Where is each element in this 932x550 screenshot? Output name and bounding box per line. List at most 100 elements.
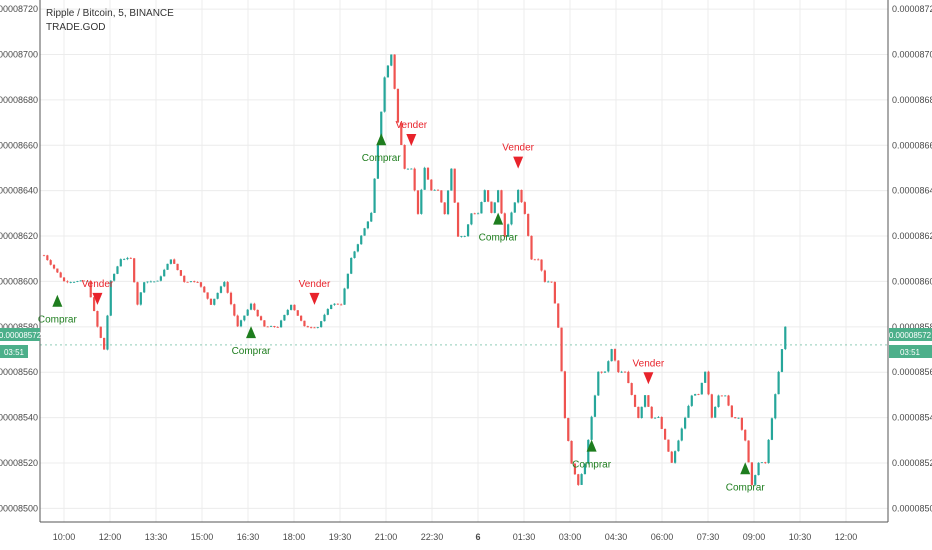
sell-signal-icon — [643, 372, 654, 385]
candle-body — [690, 395, 693, 406]
price-badge-right: 0.00008572 03:51 — [889, 328, 932, 358]
candle-body — [507, 224, 510, 237]
y-tick-label-right: 0.00008540 — [892, 413, 932, 423]
candle-body — [139, 292, 142, 305]
candle-body — [72, 281, 76, 283]
candle-body — [233, 304, 236, 316]
candle-body — [710, 394, 713, 418]
x-tick-label: 07:30 — [697, 532, 720, 542]
candle-body — [243, 315, 246, 321]
candle-body — [694, 394, 697, 396]
candle-body — [737, 417, 740, 419]
buy-signal-label: Comprar — [572, 460, 612, 471]
y-tick-label-left: 0.00008660 — [0, 140, 38, 150]
x-tick-label: 16:30 — [237, 532, 260, 542]
candle-body — [89, 280, 92, 298]
x-tick-label: 13:30 — [145, 532, 168, 542]
candle-body — [493, 202, 496, 213]
candle-body — [143, 282, 146, 293]
candle-body — [103, 337, 106, 350]
candle-body — [413, 168, 416, 191]
candle-body — [466, 224, 470, 237]
candle-body — [650, 406, 653, 419]
candle-body — [166, 263, 169, 270]
candle-body — [310, 327, 313, 329]
candle-body — [633, 394, 637, 407]
candle-body — [216, 292, 219, 299]
y-tick-label-left: 0.00008540 — [0, 413, 38, 423]
candle-body — [286, 309, 289, 315]
candle-body — [730, 405, 733, 418]
sell-signal-icon — [309, 292, 320, 305]
candle-body — [179, 270, 183, 276]
signals: Comprar Vender Comprar Vender Comprar Vender C… — [38, 120, 765, 493]
candle-body — [720, 395, 723, 397]
buy-signal-icon — [493, 212, 504, 225]
candle-body — [213, 298, 216, 305]
candle-body — [279, 320, 283, 328]
buy-signal-label: Comprar — [38, 315, 78, 326]
candle-body — [700, 382, 703, 395]
candle-body — [453, 168, 456, 203]
candle-body — [106, 315, 109, 350]
candle-body — [416, 190, 420, 214]
candle-body — [430, 179, 433, 191]
candle-body — [734, 417, 737, 419]
x-tick-label: 12:00 — [99, 532, 122, 542]
candle-body — [517, 189, 520, 203]
candle-body — [313, 327, 316, 329]
candle-body — [360, 235, 363, 245]
candle-body — [663, 428, 667, 440]
candle-body — [774, 394, 777, 419]
candle-body — [727, 395, 730, 406]
candle-body — [520, 189, 523, 203]
candle-body — [760, 462, 764, 464]
y-tick-label-left: 0.00008520 — [0, 458, 38, 468]
candle-body — [163, 269, 166, 277]
x-tick-label: 22:30 — [421, 532, 444, 542]
candle-body — [587, 439, 590, 464]
candle-body — [283, 314, 286, 321]
candle-body — [593, 395, 597, 417]
sell-signal-label: Vender — [82, 279, 114, 290]
candle-body — [82, 280, 86, 282]
candle-body — [400, 122, 403, 145]
candle-body — [273, 326, 276, 328]
candle-body — [293, 304, 296, 311]
candle-body — [193, 281, 196, 283]
candle-body — [560, 327, 563, 372]
candle-body — [533, 259, 536, 261]
candle-body — [600, 371, 603, 373]
candle-body — [253, 303, 256, 310]
candle-body — [530, 235, 533, 260]
candle-body — [717, 395, 720, 407]
candle-body — [684, 417, 687, 429]
y-tick-label-right: 0.00008680 — [892, 95, 932, 105]
candle-body — [92, 297, 96, 312]
candle-body — [583, 463, 587, 475]
candle-body — [580, 474, 583, 485]
candle-body — [426, 167, 430, 180]
y-tick-label-right: 0.00008580 — [892, 322, 932, 332]
candle-body — [704, 371, 707, 383]
candle-body — [176, 263, 179, 271]
candle-body — [653, 417, 657, 419]
x-tick-label: 04:30 — [605, 532, 628, 542]
candle-body — [500, 190, 503, 214]
candle-body — [490, 201, 493, 213]
candle-body — [356, 244, 359, 252]
candle-body — [156, 280, 159, 282]
buy-signal-label: Comprar — [726, 482, 766, 493]
candle-body — [326, 309, 329, 315]
candle-body — [266, 326, 269, 328]
candle-body — [483, 190, 486, 202]
candle-body — [340, 304, 343, 306]
candle-body — [784, 326, 787, 350]
y-tick-label-left: 0.00008580 — [0, 322, 38, 332]
candle-body — [754, 475, 757, 485]
candle-body — [146, 281, 149, 283]
candle-body — [56, 268, 59, 273]
candle-body — [553, 282, 556, 304]
candle-body — [603, 371, 607, 373]
